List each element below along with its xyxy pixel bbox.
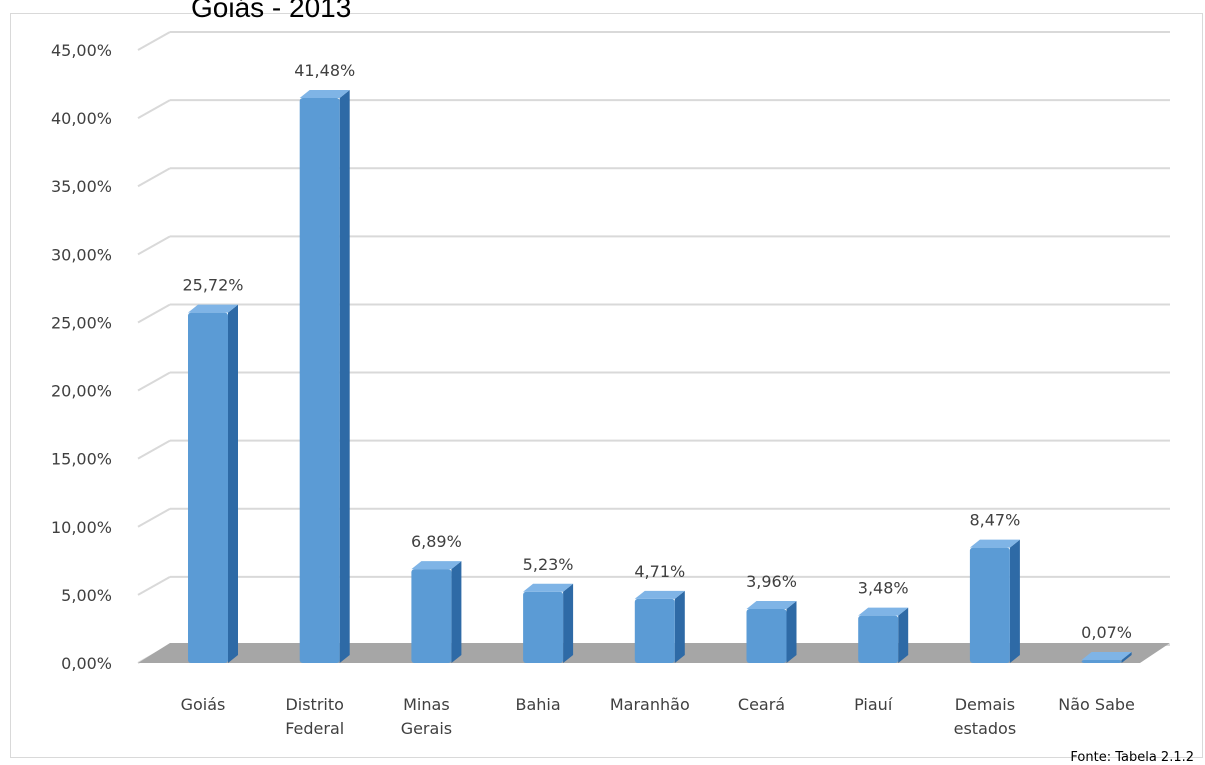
category-label: Distrito Federal xyxy=(285,695,344,738)
bar xyxy=(634,590,685,663)
gridline-depth xyxy=(137,371,171,392)
category-label-line: Maranhão xyxy=(610,695,690,714)
category-label: Não Sabe xyxy=(1058,695,1135,714)
bar-top xyxy=(188,304,238,313)
bar-front xyxy=(299,97,340,664)
data-label: 25,72% xyxy=(182,276,243,295)
gridline-depth xyxy=(137,507,171,528)
bar-side xyxy=(563,583,574,663)
category-label: Piauí xyxy=(854,695,893,714)
bar-side xyxy=(786,601,797,663)
bar xyxy=(858,607,909,663)
chart-title: Goiás - 2013 xyxy=(191,0,352,23)
bar-top xyxy=(523,583,574,592)
bar-side xyxy=(898,607,909,663)
data-label: 41,48% xyxy=(294,61,355,80)
y-tick-label: 45,00% xyxy=(51,41,112,60)
bar-top xyxy=(411,561,462,570)
data-label: 0,07% xyxy=(1081,623,1132,642)
category-label-line: Bahia xyxy=(516,695,561,714)
category-label-line: Piauí xyxy=(854,695,893,714)
bar xyxy=(523,583,574,663)
y-tick-label: 35,00% xyxy=(51,177,112,196)
category-label-line: Demais xyxy=(955,695,1015,714)
bar xyxy=(411,561,462,663)
y-tick-label: 25,00% xyxy=(51,313,112,332)
gridline-depth xyxy=(137,576,171,596)
y-tick-label: 0,00% xyxy=(61,654,112,673)
category-label-line: Ceará xyxy=(738,695,785,714)
bar-top xyxy=(634,590,685,599)
category-label: Bahia xyxy=(516,695,561,714)
category-label-line: estados xyxy=(954,719,1017,738)
gridline-depth xyxy=(137,31,171,51)
bar-front xyxy=(188,312,228,663)
bar xyxy=(969,539,1020,663)
gridline-depth xyxy=(137,235,171,256)
gridline-depth xyxy=(137,303,171,324)
gridline-depth xyxy=(137,167,171,188)
category-label-line: Federal xyxy=(285,719,344,738)
bar-front xyxy=(411,569,452,663)
data-label: 3,48% xyxy=(858,579,909,598)
bar xyxy=(188,304,238,663)
category-label: Maranhão xyxy=(610,695,690,714)
bar-side xyxy=(1121,652,1132,663)
bar-front xyxy=(858,615,899,663)
gridline-depth xyxy=(137,99,171,119)
data-label: 4,71% xyxy=(634,562,685,581)
bar-side xyxy=(674,590,685,663)
bar-front xyxy=(1081,660,1122,663)
category-label: Minas Gerais xyxy=(401,695,452,738)
y-tick-label: 10,00% xyxy=(51,518,112,537)
bar-top xyxy=(299,89,350,98)
y-tick-label: 5,00% xyxy=(61,586,112,605)
bar-front xyxy=(523,591,564,663)
bar-top xyxy=(969,539,1020,548)
category-label-line: Gerais xyxy=(401,719,452,738)
data-label: 6,89% xyxy=(411,532,462,551)
category-label: Goiás xyxy=(181,695,226,714)
data-label: 3,96% xyxy=(746,572,797,591)
bar xyxy=(746,601,797,663)
category-label: Ceará xyxy=(738,695,785,714)
category-label-line: Distrito xyxy=(285,695,343,714)
gridline-depth xyxy=(137,439,171,460)
data-label: 5,23% xyxy=(523,555,574,574)
y-tick-label: 15,00% xyxy=(51,450,112,469)
bar-side xyxy=(1009,539,1020,663)
category-label: Demais estados xyxy=(954,695,1017,738)
y-tick-label: 40,00% xyxy=(51,109,112,128)
bar xyxy=(1081,652,1132,663)
bar-top xyxy=(1081,652,1132,660)
category-label-line: Goiás xyxy=(181,695,226,714)
bar-front xyxy=(634,598,675,663)
bar-top xyxy=(858,607,909,616)
data-label: 8,47% xyxy=(969,511,1020,530)
bar-side xyxy=(228,304,238,663)
category-label-line: Minas xyxy=(403,695,450,714)
bar-front xyxy=(746,609,787,663)
y-tick-label: 20,00% xyxy=(51,382,112,401)
y-tick-label: 30,00% xyxy=(51,245,112,264)
bar-side xyxy=(451,561,462,663)
bar-side xyxy=(339,89,350,664)
category-label-line: Não Sabe xyxy=(1058,695,1135,714)
bar-top xyxy=(746,601,797,610)
bar xyxy=(299,89,350,664)
bar-front xyxy=(969,547,1010,663)
